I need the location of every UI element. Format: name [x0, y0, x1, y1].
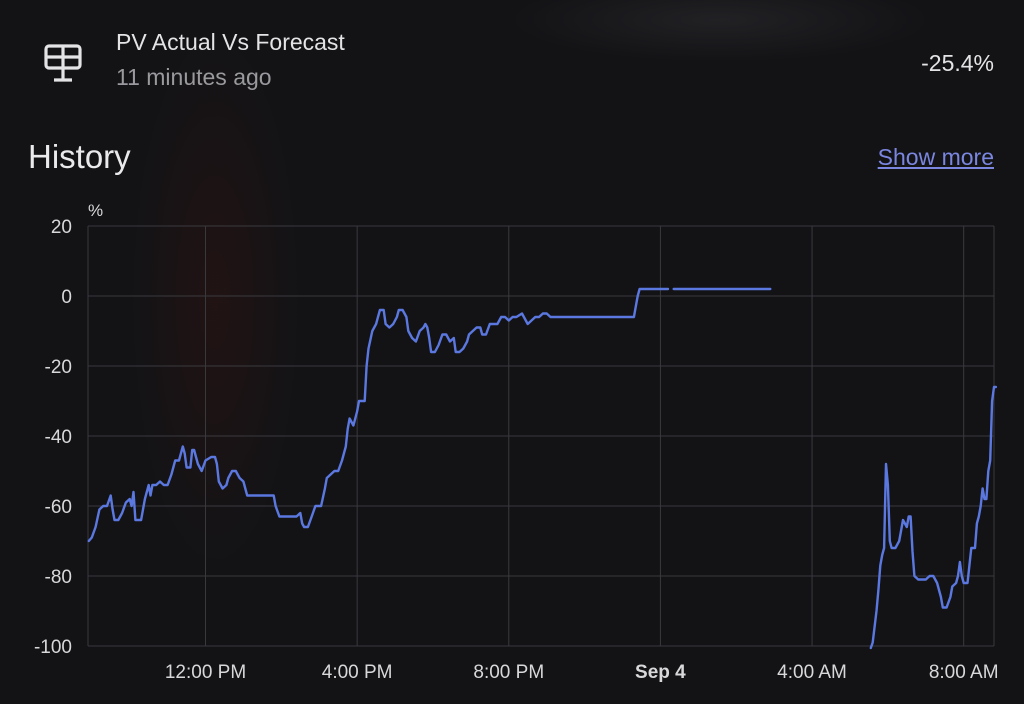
history-chart[interactable]: 20 0 -20 -40 -60 -80 -100 12:00 PM 4:00 PM 8:00 … [0, 190, 1024, 704]
entity-name: PV Actual Vs Forecast [116, 29, 345, 55]
x-tick-label: 4:00 PM [322, 662, 393, 683]
y-tick-label: 0 [61, 287, 72, 308]
chart-grid [87, 225, 995, 647]
x-tick-label: 4:00 AM [777, 662, 847, 683]
solar-panel-icon [44, 44, 82, 82]
y-axis-unit-label: % [88, 201, 103, 220]
series-line [869, 385, 998, 650]
entity-row[interactable]: PV Actual Vs Forecast 11 minutes ago -25… [0, 0, 1024, 112]
history-heading: History [28, 138, 131, 175]
y-tick-label: -60 [45, 497, 72, 518]
series-line [87, 287, 670, 543]
entity-state: -25.4% [921, 50, 994, 76]
y-tick-label: -40 [45, 427, 72, 448]
y-tick-label: -80 [45, 567, 72, 588]
y-axis: 20 0 -20 -40 -60 -80 -100 [34, 217, 72, 658]
x-tick-label: 8:00 AM [929, 662, 999, 683]
y-tick-label: 20 [51, 217, 72, 238]
entity-last-changed: 11 minutes ago [116, 64, 272, 90]
x-tick-label: 12:00 PM [165, 662, 246, 683]
chart-series [87, 287, 998, 650]
x-axis: 12:00 PM 4:00 PM 8:00 PM Sep 4 4:00 AM 8:00 A… [165, 662, 999, 683]
x-tick-label: Sep 4 [635, 662, 686, 683]
show-more-link[interactable]: Show more [877, 144, 994, 170]
x-tick-label: 8:00 PM [473, 662, 544, 683]
y-tick-label: -20 [45, 357, 72, 378]
y-tick-label: -100 [34, 637, 72, 658]
